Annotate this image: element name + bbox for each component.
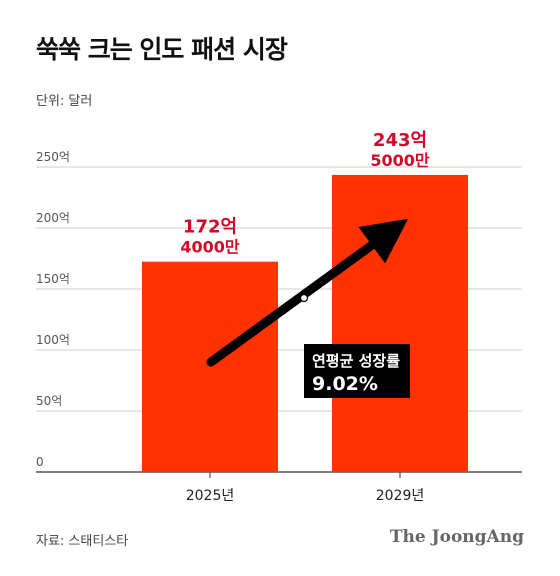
brand-logo: The JoongAng	[389, 527, 524, 547]
source-label: 자료: 스태티스타	[36, 534, 129, 549]
data-label: 172억	[183, 217, 237, 238]
callout-marker	[299, 293, 309, 303]
x-tick-label: 2029년	[376, 488, 425, 504]
y-tick-label: 200억	[36, 211, 70, 225]
data-label: 5000만	[370, 151, 430, 170]
callout-value: 9.02%	[312, 373, 378, 395]
y-tick-label: 150억	[36, 272, 70, 286]
data-label: 4000만	[180, 238, 240, 257]
y-tick-label: 50억	[36, 394, 62, 408]
chart-title: 쑥쑥 크는 인도 패션 시장	[36, 35, 288, 64]
callout-label: 연평균 성장률	[312, 352, 400, 370]
callout-box	[304, 344, 410, 398]
x-tick-label: 2025년	[186, 488, 235, 504]
unit-label: 단위: 달러	[36, 94, 93, 109]
y-tick-label: 0	[36, 455, 44, 469]
bar-2029년	[332, 174, 468, 472]
y-tick-label: 250억	[36, 150, 70, 164]
bar-2025년	[142, 261, 278, 472]
data-label: 243억	[373, 130, 427, 151]
y-tick-label: 100억	[36, 333, 70, 347]
